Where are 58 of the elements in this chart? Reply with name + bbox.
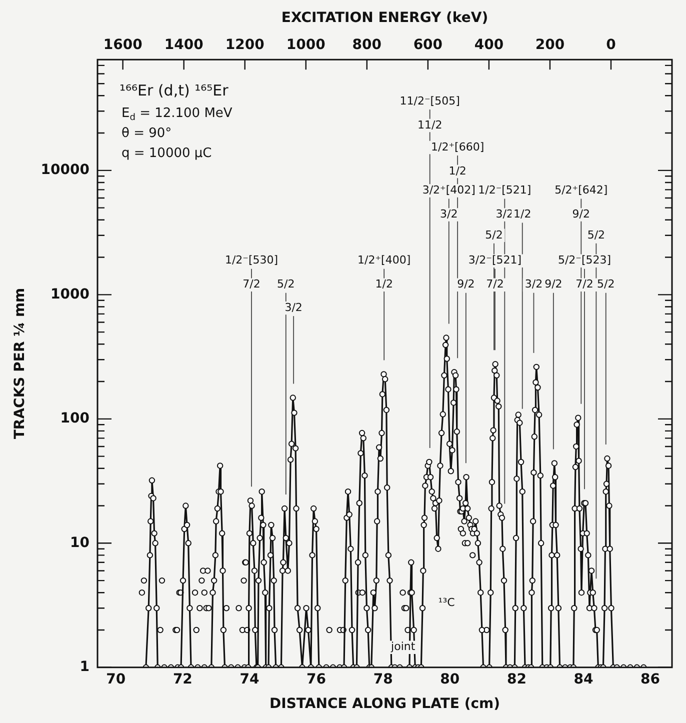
x2-tick-label: 600: [413, 36, 443, 53]
text: ¹⁶⁶Er (d,t) ¹⁶⁵Er: [120, 81, 230, 100]
annotation: 9/2: [457, 278, 475, 291]
annotation: 7/2: [242, 278, 260, 291]
x-tick-label: 84: [574, 671, 594, 688]
x2-tick-label: 1600: [103, 36, 143, 53]
ref-line-label: 1/2⁺[660]: [431, 140, 484, 154]
annotation: 5/2: [277, 278, 295, 291]
x-tick-label: 74: [240, 671, 260, 688]
annotation: 1/2: [375, 278, 393, 291]
annotation: 1/2: [448, 164, 466, 178]
x-tick-label: 78: [373, 671, 393, 688]
x-tick-label: 82: [506, 671, 526, 688]
ref-line-label: 1/2⁻[530]: [224, 254, 278, 267]
ref-line-label: 11/2⁻[505]: [400, 94, 460, 108]
x-tick-label: 86: [640, 671, 660, 688]
annotation: ¹³C: [438, 596, 456, 609]
annotation: 3/2: [496, 208, 514, 221]
annotation: 1/2: [514, 208, 532, 221]
ref-line-label: 5/2⁻[523]: [558, 254, 612, 267]
x-tick-label: 80: [440, 671, 460, 688]
annotation: 11/2: [417, 118, 442, 132]
annotation: 5/2: [597, 278, 615, 291]
y-tick-label: 1: [80, 659, 90, 676]
annotation: 9/2: [572, 208, 590, 221]
ref-line-label: 5/2⁺[642]: [554, 184, 608, 197]
annotation: 5/2: [485, 228, 503, 242]
x2-tick-label: 400: [474, 36, 504, 53]
y-tick-label: 10: [70, 534, 90, 551]
y-tick-label: 10000: [40, 162, 90, 178]
annotation: 7/2: [486, 278, 504, 291]
ref-line-label: 3/2⁻[521]: [468, 254, 522, 267]
x-tick-label: 70: [106, 671, 126, 688]
x2-axis-title: EXCITATION ENERGY (keV): [281, 10, 488, 26]
annotation: 5/2: [587, 228, 606, 242]
x2-tick-label: 1200: [225, 36, 265, 53]
annotation: 3/2: [440, 208, 458, 221]
ref-line-label: 1/2⁻[521]: [478, 184, 532, 197]
y-tick-label: 100: [60, 410, 90, 427]
x2-tick-label: 800: [352, 36, 382, 53]
annotation: 3/2: [284, 300, 302, 314]
x2-tick-label: 1000: [286, 36, 326, 53]
annotation: joint: [390, 640, 416, 654]
annotation: 9/2: [544, 278, 562, 291]
y-tick-label: 1000: [50, 286, 90, 302]
ref-line-label: 3/2⁺[402]: [422, 184, 476, 197]
x-tick-label: 76: [306, 671, 326, 688]
x-tick-label: 72: [172, 671, 192, 688]
annotation: θ = 90°: [122, 126, 172, 141]
x2-tick-label: 0: [606, 36, 616, 53]
annotation: q = 10000 μC: [122, 146, 212, 161]
x-axis-title: DISTANCE ALONG PLATE (cm): [270, 696, 500, 712]
y-axis-title: TRACKS PER ¼ mm: [12, 288, 28, 440]
annotation: 7/2: [576, 278, 594, 291]
x2-tick-label: 1400: [164, 36, 204, 53]
x2-tick-label: 200: [535, 36, 565, 53]
ref-line-label: 1/2⁺[400]: [358, 254, 411, 267]
annotation: 3/2: [524, 278, 543, 291]
